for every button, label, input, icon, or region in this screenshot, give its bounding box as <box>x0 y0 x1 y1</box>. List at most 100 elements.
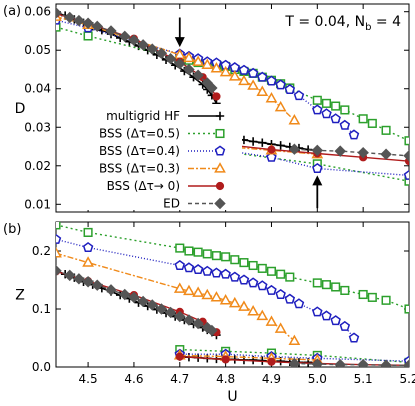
data-point <box>348 332 360 343</box>
data-point <box>175 243 185 253</box>
data-point <box>56 246 62 258</box>
data-point <box>201 288 214 300</box>
data-point <box>293 298 305 309</box>
panel-label: (a) <box>3 4 21 19</box>
data-point <box>276 269 286 279</box>
data-point <box>174 310 186 323</box>
data-point <box>211 267 222 278</box>
data-point <box>312 278 322 288</box>
data-point <box>221 252 231 262</box>
data-point <box>83 31 93 41</box>
data-point <box>201 58 214 70</box>
data-point <box>357 146 369 159</box>
series-line <box>294 148 409 157</box>
panel-a: 0.01 0.02 0.03 0.04 0.05 0.06 D (a) T = 0.04, Nb… <box>3 3 410 213</box>
data-point <box>184 246 194 256</box>
panel-label: (b) <box>3 222 21 237</box>
data-point <box>206 82 218 94</box>
data-point <box>404 136 409 146</box>
data-point <box>155 47 168 60</box>
data-point <box>339 119 351 130</box>
data-point <box>331 101 341 111</box>
y-tick-label: 0.01 <box>24 197 51 211</box>
data-point <box>358 289 368 300</box>
legend-label: multigrid HF <box>106 109 180 123</box>
data-point <box>334 145 346 157</box>
data-point <box>183 262 195 273</box>
data-point <box>257 71 268 82</box>
series-line <box>294 362 409 366</box>
legend-marker <box>215 111 225 121</box>
data-point <box>266 151 277 162</box>
data-point <box>174 259 186 270</box>
data-point <box>266 266 277 276</box>
data-point <box>265 315 278 326</box>
legend-marker <box>214 145 226 156</box>
data-point <box>248 260 258 271</box>
data-point <box>276 141 285 150</box>
data-point <box>137 39 149 51</box>
data-point <box>256 309 269 321</box>
data-point <box>128 34 140 46</box>
data-point <box>91 279 103 291</box>
data-point <box>403 169 409 180</box>
data-point <box>164 306 177 319</box>
data-point <box>238 74 250 86</box>
data-point <box>56 222 61 230</box>
data-point <box>266 75 277 86</box>
legend-label: BSS (Δτ=0.4) <box>99 144 180 158</box>
series-line <box>179 140 318 155</box>
data-point <box>404 304 409 314</box>
data-point <box>357 358 369 367</box>
data-point <box>403 150 409 162</box>
data-point <box>192 286 204 297</box>
data-point <box>119 288 131 301</box>
legend-label: BSS (Δτ=0.5) <box>99 127 180 141</box>
data-point <box>367 292 377 302</box>
data-point <box>228 70 241 81</box>
y-tick-label: 0.03 <box>24 120 51 134</box>
data-point <box>312 95 322 105</box>
y-tick-label: 0.2 <box>32 244 51 258</box>
data-point <box>247 67 259 78</box>
data-point <box>381 125 391 135</box>
data-point <box>211 251 222 261</box>
data-point <box>192 264 204 275</box>
x-tick-label: 5.2 <box>399 372 415 386</box>
data-point <box>219 293 232 305</box>
data-point <box>230 255 240 265</box>
data-point <box>91 20 103 33</box>
data-point <box>175 352 184 361</box>
data-point <box>284 293 296 304</box>
data-point <box>321 280 332 290</box>
series-line <box>179 354 318 361</box>
y-tick-label: 0.0 <box>32 360 51 374</box>
y-axis-label: D <box>15 101 26 117</box>
data-point <box>367 118 377 128</box>
data-point <box>340 105 350 115</box>
data-point <box>275 79 286 90</box>
data-point <box>284 83 296 94</box>
data-point <box>247 277 259 288</box>
data-point <box>312 104 323 115</box>
legend-marker <box>214 162 226 173</box>
y-tick-label: 0.06 <box>24 5 51 19</box>
data-point <box>330 315 341 326</box>
data-point <box>339 320 351 331</box>
data-point <box>128 291 140 304</box>
data-point <box>146 43 158 55</box>
annotation-subscript: b <box>365 22 371 33</box>
data-point <box>258 138 267 147</box>
legend-background <box>62 104 242 210</box>
data-point <box>183 63 195 76</box>
panel-b: 0.0 0.1 0.2 4.5 4.6 4.7 4.8 4.9 5.0 5.1 5.2 Z U (b) <box>3 221 415 405</box>
arrow-head <box>174 37 185 48</box>
annotation-text: T = 0.04, N <box>284 14 365 30</box>
legend: multigrid HF BSS (Δτ=0.5) BSS (Δτ=0.4) BSS … <box>62 104 242 211</box>
legend-marker <box>215 181 225 191</box>
data-point <box>202 249 212 259</box>
data-point <box>192 55 204 66</box>
x-tick-label: 4.9 <box>262 372 281 386</box>
data-point <box>239 258 249 268</box>
data-point <box>183 51 195 63</box>
